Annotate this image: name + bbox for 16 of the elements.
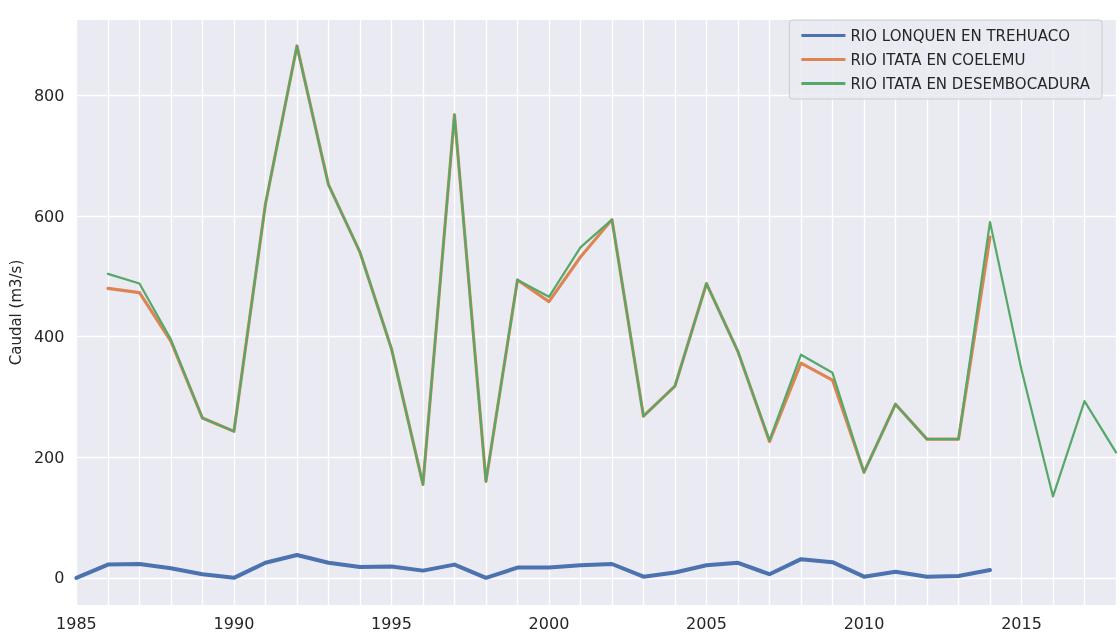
- y-tick-label: 200: [33, 447, 65, 467]
- x-tick-label: 2000: [528, 613, 570, 633]
- y-tick-label: 600: [33, 206, 65, 226]
- x-tick-label: 1995: [371, 613, 412, 633]
- y-tick-label: 0: [54, 568, 65, 588]
- y-tick-label: 800: [33, 85, 65, 105]
- x-tick-label: 1985: [56, 613, 97, 633]
- x-tick-label: 2010: [843, 613, 885, 633]
- y-tick-label: 400: [33, 327, 65, 347]
- x-tick-label: 2015: [1001, 613, 1042, 633]
- x-tick-label: 1990: [213, 613, 255, 633]
- legend-label: RIO ITATA EN DESEMBOCADURA: [850, 74, 1091, 93]
- legend-label: RIO ITATA EN COELEMU: [850, 50, 1026, 69]
- x-tick-label: 2005: [686, 613, 727, 633]
- legend-label: RIO LONQUEN EN TREHUACO: [850, 26, 1071, 45]
- y-axis-title: Caudal (m3/s): [6, 259, 25, 366]
